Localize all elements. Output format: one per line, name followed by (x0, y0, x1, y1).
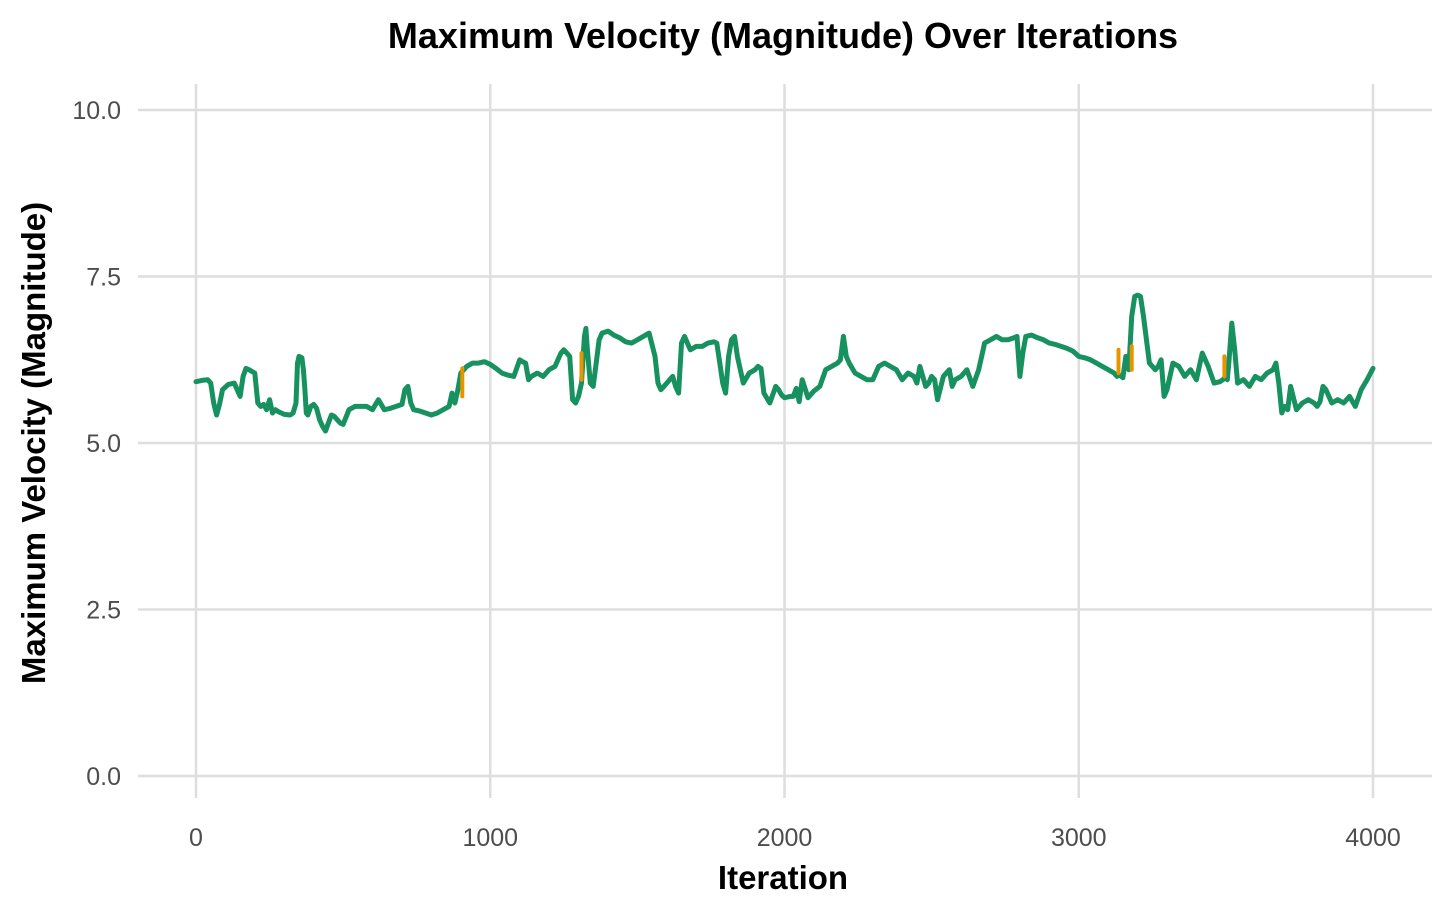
y-tick-label: 7.5 (86, 264, 121, 292)
series-layer (193, 292, 1376, 434)
tick-labels: 0.0 2.5 5.0 7.5 10.0 0 1000 2000 3000 4000 (72, 97, 1400, 852)
x-tick-label: 1000 (462, 824, 518, 852)
x-tick-label: 2000 (757, 824, 813, 852)
y-tick-label: 2.5 (86, 597, 121, 625)
chart-title: Maximum Velocity (Magnitude) Over Iterat… (388, 15, 1178, 56)
y-tick-label: 0.0 (86, 763, 121, 791)
y-tick-label: 10.0 (72, 97, 121, 125)
series-line-main (193, 292, 1376, 434)
y-axis-title: Maximum Velocity (Magnitude) (15, 202, 52, 684)
grid (138, 84, 1432, 798)
x-tick-label: 0 (189, 824, 203, 852)
x-tick-label: 4000 (1345, 824, 1401, 852)
y-tick-label: 5.0 (86, 430, 121, 458)
x-tick-label: 3000 (1051, 824, 1107, 852)
x-axis-title: Iteration (718, 859, 848, 896)
